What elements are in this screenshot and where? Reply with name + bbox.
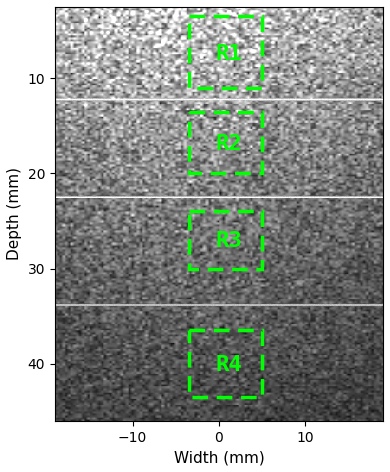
Bar (189, 111, 262, 173)
Text: R1: R1 (216, 43, 243, 64)
Bar (189, 211, 262, 269)
Bar (189, 17, 262, 88)
Text: R3: R3 (216, 231, 243, 251)
Bar (189, 330, 262, 397)
X-axis label: Width (mm): Width (mm) (174, 450, 264, 465)
Text: R4: R4 (216, 355, 243, 375)
Text: R2: R2 (216, 134, 243, 154)
Y-axis label: Depth (mm): Depth (mm) (7, 168, 22, 261)
